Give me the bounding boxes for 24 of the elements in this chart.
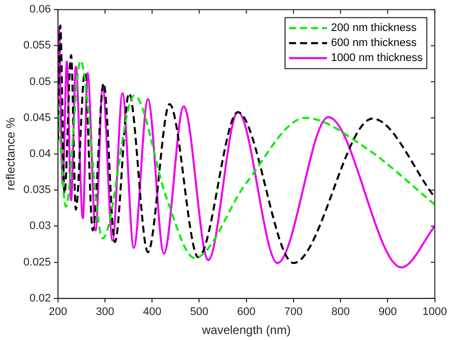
x-tick-label: 400 [142,306,162,318]
x-tick-label: 700 [284,306,303,318]
x-tick-label: 600 [237,306,256,318]
y-tick-label: 0.03 [30,220,51,232]
line-series [58,60,435,259]
x-tick-label: 300 [96,306,114,318]
y-tick-label: 0.055 [23,40,51,52]
y-tick-label: 0.05 [30,76,51,88]
x-tick-label: 800 [331,306,350,318]
y-tick-label: 0.045 [23,112,51,124]
y-tick-label: 0.035 [23,184,51,196]
legend-label: 200 nm thickness [331,22,418,34]
x-tick-label: 900 [378,306,397,318]
y-tick-label: 0.02 [30,292,51,304]
x-tick-label: 200 [48,306,68,318]
y-tick-label: 0.06 [30,4,51,16]
x-axis-title: wavelength (nm) [200,323,291,338]
legend-label: 1000 nm thickness [331,52,424,64]
legend-label: 600 nm thickness [331,37,418,50]
y-tick-label: 0.04 [30,148,51,160]
x-tick-label: 500 [190,306,208,318]
y-axis-title: reflectance % [4,117,18,190]
x-tick-label: 1000 [422,306,448,318]
y-tick-label: 0.025 [23,256,51,268]
